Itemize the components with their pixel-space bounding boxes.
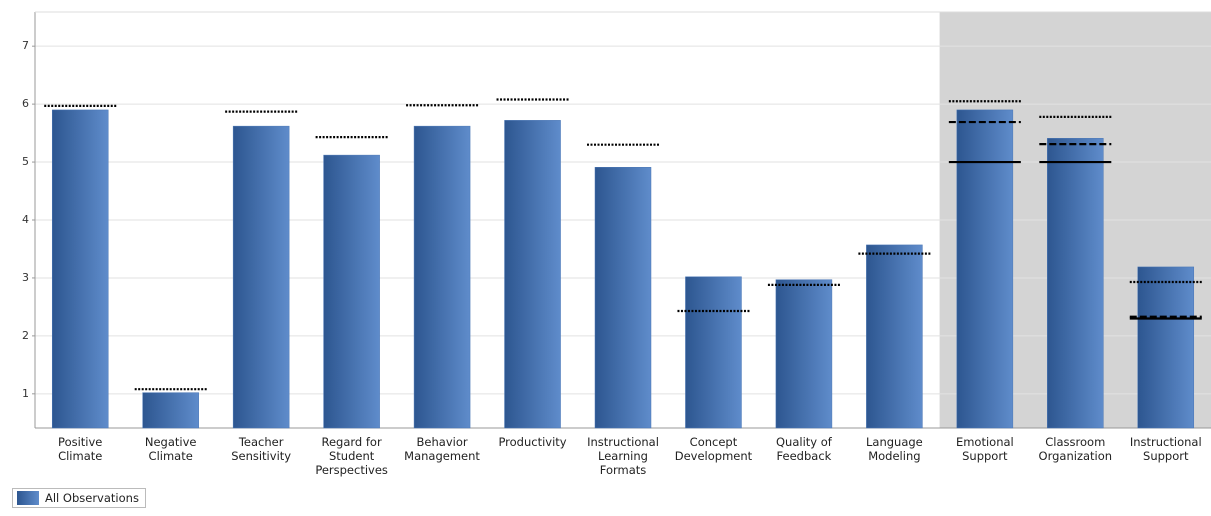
x-tick-label: Instructional Support (1129, 435, 1202, 463)
y-tick-label: 7 (22, 39, 29, 52)
legend: All Observations (12, 488, 146, 508)
x-tick-label: Teacher Sensitivity (231, 435, 292, 463)
x-tick-label: Instructional Learning Formats (587, 435, 659, 477)
x-tick-label: Concept Development (674, 435, 753, 463)
bar (866, 244, 923, 429)
x-tick-label: Emotional Support (955, 435, 1014, 463)
bar (594, 167, 652, 429)
bar (504, 120, 561, 429)
x-tick-label: Regard for Student Perspectives (315, 435, 388, 477)
x-tick-label: Behavior Management (404, 435, 480, 463)
bar (956, 109, 1014, 429)
bar (323, 154, 380, 429)
bar (1047, 138, 1104, 429)
x-tick-label: Quality of Feedback (776, 435, 832, 463)
y-tick-label: 5 (22, 155, 29, 168)
legend-swatch (17, 491, 39, 505)
bar (232, 125, 290, 429)
y-tick-label: 4 (22, 213, 29, 226)
x-tick-label: Productivity (498, 435, 567, 449)
bar (775, 279, 833, 429)
bar (1137, 266, 1195, 429)
y-tick-label: 1 (22, 387, 29, 400)
bar (51, 109, 109, 429)
x-tick-label: Language Modeling (865, 435, 923, 463)
bar (685, 276, 742, 429)
y-tick-label: 3 (22, 271, 29, 284)
y-tick-label: 6 (22, 97, 29, 110)
x-tick-label: Classroom Organization (1038, 435, 1113, 463)
bar (142, 392, 199, 429)
y-tick-label: 2 (22, 329, 29, 342)
x-tick-label: Positive Climate (58, 435, 103, 463)
bar (413, 125, 471, 429)
x-tick-label: Negative Climate (144, 435, 197, 463)
legend-label: All Observations (45, 491, 139, 505)
